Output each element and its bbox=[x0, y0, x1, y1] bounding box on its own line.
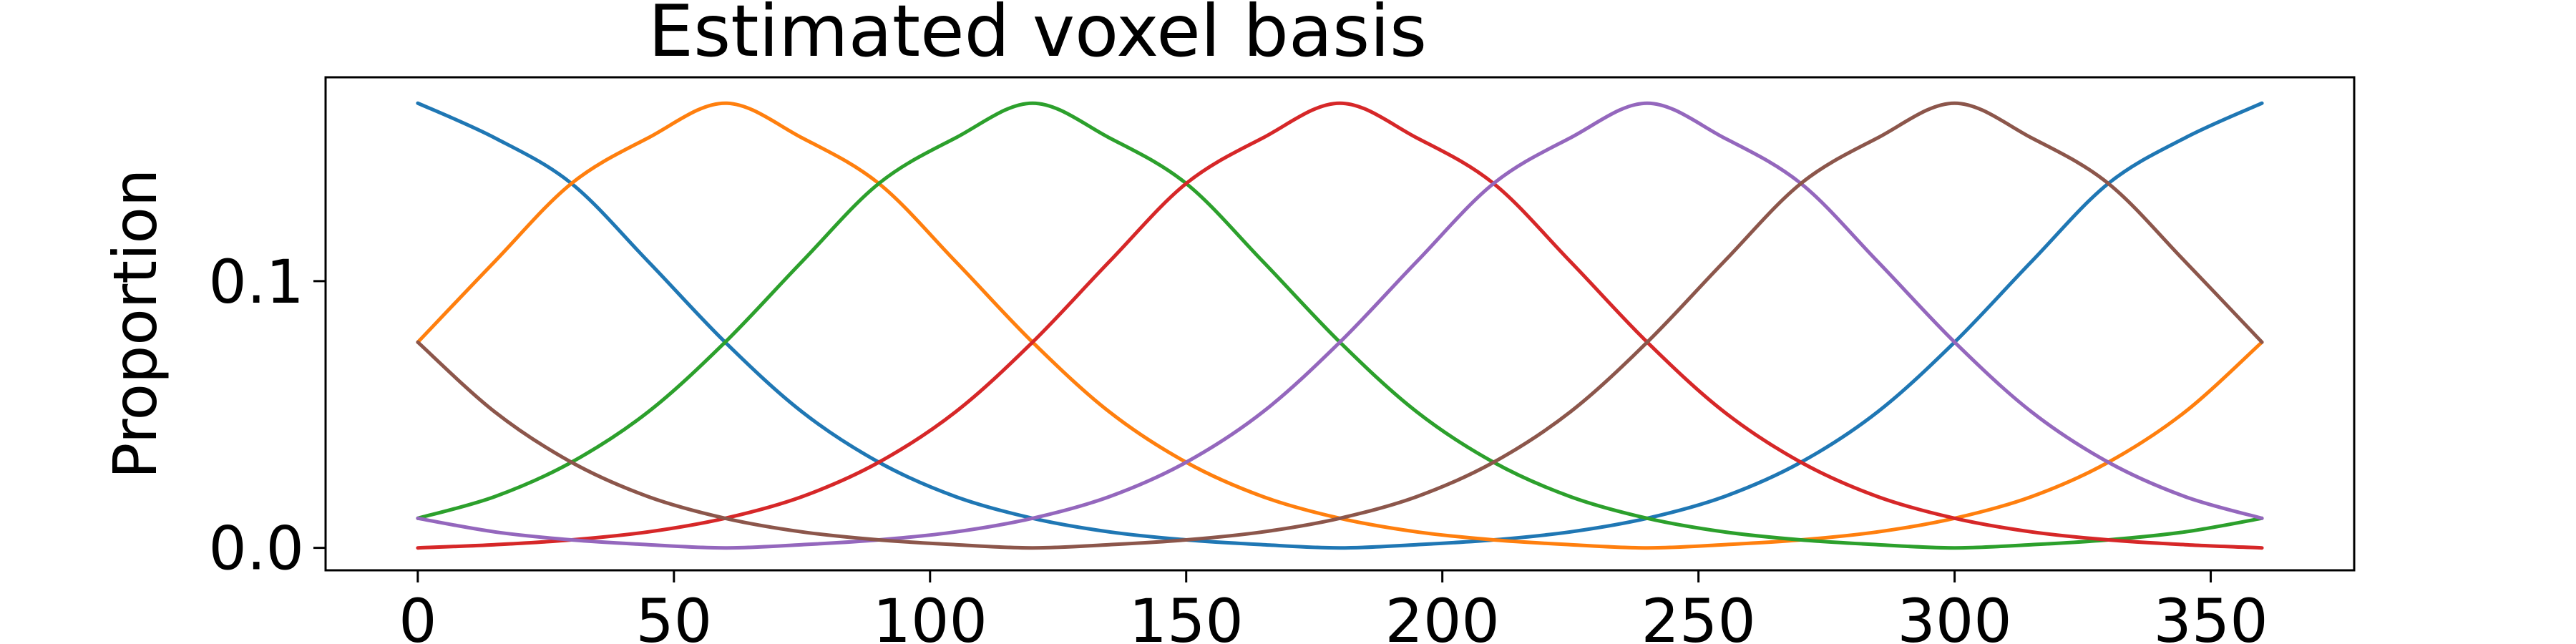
series-line-2 bbox=[416, 101, 2264, 550]
x-tick-label: 100 bbox=[873, 586, 987, 644]
x-tick-label: 150 bbox=[1129, 586, 1244, 644]
x-tick-label: 250 bbox=[1641, 586, 1755, 644]
series-layer bbox=[416, 101, 2264, 550]
series-line-4 bbox=[416, 101, 2264, 550]
series-line-3 bbox=[416, 101, 2264, 550]
series-line-5 bbox=[416, 101, 2264, 550]
plot-frame bbox=[324, 76, 2356, 572]
y-axis: 0.0 0.1 bbox=[208, 247, 326, 584]
x-tick-label: 300 bbox=[1897, 586, 2011, 644]
x-tick-label: 350 bbox=[2153, 586, 2268, 644]
x-tick-label: 50 bbox=[635, 586, 712, 644]
y-axis-label: Proportion bbox=[100, 169, 170, 479]
x-axis: 0 50 100 150 200 250 300 350 bbox=[399, 570, 2268, 644]
y-tick-label: 0.0 bbox=[208, 514, 304, 584]
chart-title: Estimated voxel basis bbox=[648, 0, 1427, 73]
x-tick-label: 200 bbox=[1385, 586, 1500, 644]
y-tick-label: 0.1 bbox=[208, 247, 304, 317]
x-tick-label: 0 bbox=[399, 586, 436, 644]
series-line-1 bbox=[416, 101, 2264, 550]
series-line-6 bbox=[416, 101, 2264, 550]
